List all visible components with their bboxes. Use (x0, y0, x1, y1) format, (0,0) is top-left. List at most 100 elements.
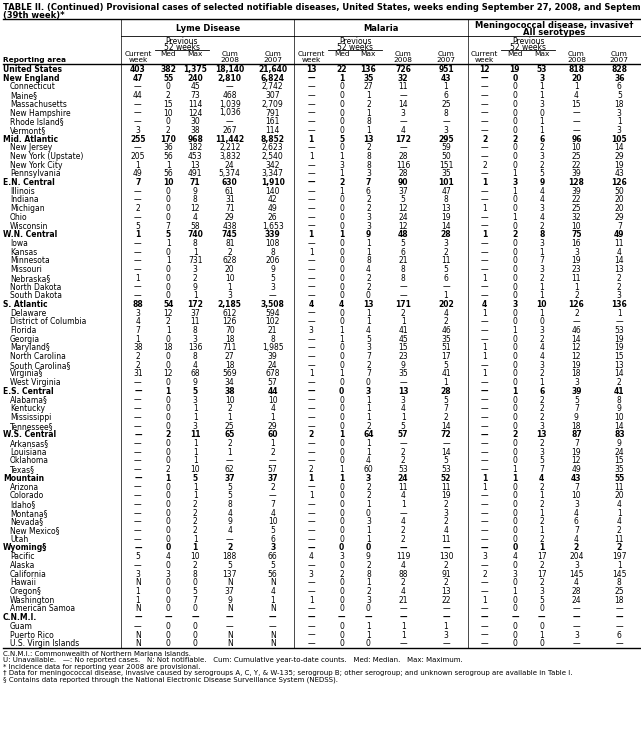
Text: 0: 0 (512, 604, 517, 613)
Text: 2: 2 (366, 195, 370, 204)
Text: 3: 3 (539, 587, 544, 596)
Text: —: — (134, 518, 142, 527)
Text: 17: 17 (441, 352, 451, 361)
Text: Washington: Washington (10, 595, 55, 604)
Text: New England: New England (3, 73, 60, 82)
Text: 9: 9 (617, 404, 622, 413)
Text: 1: 1 (228, 448, 232, 457)
Text: 0: 0 (166, 204, 171, 213)
Text: 0: 0 (339, 422, 344, 431)
Text: 5: 5 (271, 561, 275, 570)
Text: N: N (135, 604, 141, 613)
Text: —: — (134, 509, 142, 518)
Text: 2008: 2008 (221, 57, 239, 63)
Text: Vermont§: Vermont§ (10, 126, 46, 135)
Text: 1: 1 (192, 544, 197, 553)
Text: 0: 0 (166, 509, 171, 518)
Text: 5: 5 (339, 135, 344, 144)
Text: 1: 1 (366, 395, 370, 404)
Text: 4: 4 (512, 552, 517, 561)
Text: American Samoa: American Samoa (10, 604, 75, 613)
Text: 0: 0 (512, 500, 517, 509)
Text: 3: 3 (539, 204, 544, 213)
Text: 2: 2 (135, 204, 140, 213)
Text: —: — (481, 100, 488, 109)
Text: 51: 51 (441, 343, 451, 352)
Text: Cum: Cum (264, 51, 281, 57)
Text: 2: 2 (444, 318, 448, 327)
Text: 5: 5 (444, 395, 449, 404)
Text: 8: 8 (617, 395, 622, 404)
Text: 11: 11 (190, 318, 200, 327)
Text: 5: 5 (228, 561, 232, 570)
Text: 114: 114 (265, 126, 280, 135)
Text: 1: 1 (366, 500, 370, 509)
Text: 0: 0 (512, 309, 517, 318)
Text: 1: 1 (309, 595, 313, 604)
Text: Kentucky: Kentucky (10, 404, 45, 413)
Text: Pennsylvania: Pennsylvania (10, 169, 61, 178)
Text: 50: 50 (441, 152, 451, 161)
Text: 12: 12 (163, 309, 173, 318)
Text: 3: 3 (309, 326, 313, 335)
Text: 3: 3 (444, 509, 449, 518)
Text: —: — (134, 248, 142, 257)
Text: Nebraska§: Nebraska§ (10, 274, 50, 283)
Text: 13: 13 (441, 587, 451, 596)
Text: —: — (134, 256, 142, 265)
Text: 0: 0 (366, 509, 371, 518)
Text: —: — (308, 631, 315, 640)
Text: —: — (165, 613, 172, 622)
Text: Virginia§: Virginia§ (10, 369, 44, 378)
Text: 4: 4 (574, 578, 579, 587)
Text: 0: 0 (512, 248, 517, 257)
Text: 1: 1 (166, 239, 171, 248)
Text: 0: 0 (512, 395, 517, 404)
Text: 72: 72 (441, 431, 451, 440)
Text: 0: 0 (512, 369, 517, 378)
Text: 1: 1 (366, 109, 370, 118)
Text: 0: 0 (339, 109, 344, 118)
Text: 0: 0 (339, 82, 344, 91)
Text: 0: 0 (166, 604, 171, 613)
Text: 41: 41 (614, 387, 624, 396)
Text: 56: 56 (163, 169, 173, 178)
Text: —: — (481, 439, 488, 448)
Text: Tennessee§: Tennessee§ (10, 422, 53, 431)
Text: 2: 2 (539, 518, 544, 527)
Text: 11: 11 (441, 535, 451, 544)
Text: 136: 136 (188, 343, 203, 352)
Text: 0: 0 (166, 482, 171, 491)
Text: 0: 0 (512, 126, 517, 135)
Text: 2: 2 (482, 569, 487, 578)
Text: 2: 2 (444, 248, 448, 257)
Text: —: — (134, 187, 142, 195)
Text: 0: 0 (339, 518, 344, 527)
Text: 453: 453 (188, 152, 203, 161)
Text: 0: 0 (166, 274, 171, 283)
Text: 2: 2 (401, 456, 406, 465)
Text: 1: 1 (135, 230, 140, 239)
Text: 114: 114 (188, 100, 203, 109)
Text: 1: 1 (366, 126, 370, 135)
Text: 1: 1 (574, 82, 579, 91)
Text: 1: 1 (366, 248, 370, 257)
Text: 5: 5 (444, 265, 449, 274)
Text: 62: 62 (225, 465, 235, 474)
Text: —: — (308, 604, 315, 613)
Text: N: N (270, 639, 276, 648)
Text: 22: 22 (572, 195, 581, 204)
Text: † Data for meningococcal disease, invasive caused by serogroups A, C, Y, & W-135: † Data for meningococcal disease, invasi… (3, 670, 572, 676)
Text: Illinois: Illinois (10, 187, 35, 195)
Text: 136: 136 (612, 300, 627, 309)
Text: Idaho§: Idaho§ (10, 500, 35, 509)
Text: 68: 68 (190, 369, 200, 378)
Text: week: week (302, 57, 321, 63)
Text: —: — (308, 82, 315, 91)
Text: 5: 5 (135, 552, 140, 561)
Text: Iowa: Iowa (10, 239, 28, 248)
Text: 4: 4 (271, 509, 275, 518)
Text: 41: 41 (398, 326, 408, 335)
Text: 0: 0 (166, 595, 171, 604)
Text: 2: 2 (401, 309, 406, 318)
